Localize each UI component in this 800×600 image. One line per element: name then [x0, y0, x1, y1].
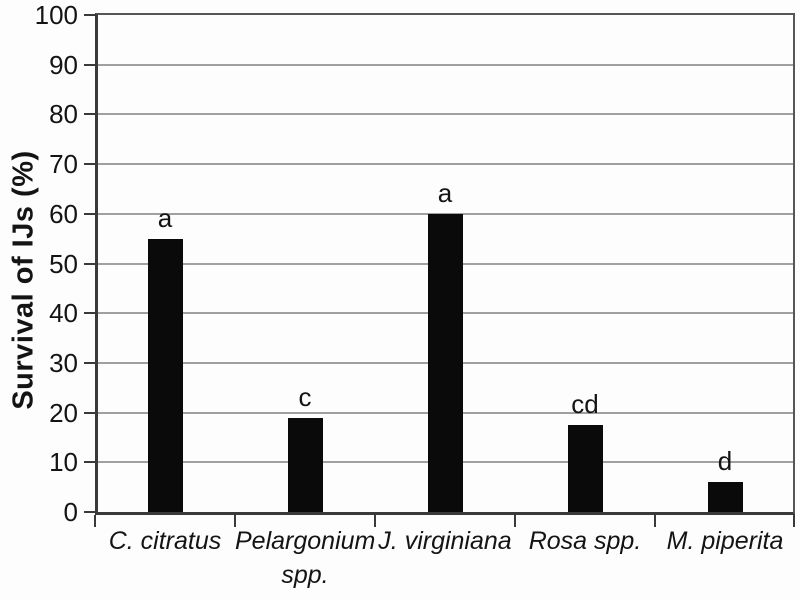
bar-significance-letter: c: [298, 381, 312, 412]
bar-significance-letter: a: [437, 177, 453, 208]
y-axis-tick-label: 100: [34, 0, 78, 30]
y-axis-tick: [84, 63, 95, 66]
y-axis-tick-label: 50: [49, 248, 78, 279]
y-axis-tick: [84, 361, 95, 364]
y-axis-tick-label: 40: [49, 298, 78, 329]
x-axis-tick: [374, 515, 376, 527]
bar-significance-letter: d: [717, 446, 733, 477]
y-axis-tick: [84, 461, 95, 464]
x-axis-tick: [793, 515, 795, 527]
y-axis-tick-label: 80: [49, 99, 78, 130]
bar-significance-letter: cd: [571, 389, 599, 420]
y-axis-tick: [84, 14, 95, 16]
x-category-label: J. virginiana: [378, 527, 512, 555]
x-category-label: C. citratus: [108, 527, 222, 555]
y-axis-tick: [84, 312, 95, 315]
bar: [147, 238, 183, 512]
gridline: [98, 212, 793, 215]
x-axis-tick: [654, 515, 656, 527]
y-axis-tick: [84, 511, 95, 513]
y-axis-tick: [84, 262, 95, 265]
y-axis-tick-label: 20: [49, 397, 78, 428]
bar: [427, 213, 463, 512]
y-axis-tick: [84, 163, 95, 166]
bar: [707, 482, 743, 512]
y-axis-tick-label: 60: [49, 198, 78, 229]
x-axis-tick: [234, 515, 236, 527]
x-category-label: Pelargonium spp.: [235, 527, 376, 589]
plot-area: a c a cd d: [95, 13, 795, 515]
y-axis-tick: [84, 113, 95, 116]
x-category-label: Rosa spp.: [528, 527, 642, 555]
bar: [287, 417, 323, 512]
bar: [567, 425, 603, 512]
y-axis-tick: [84, 411, 95, 414]
y-axis-tick-label: 10: [49, 447, 78, 478]
y-axis-tick: [84, 212, 95, 215]
y-axis-tick-label: 30: [49, 347, 78, 378]
gridline: [98, 163, 793, 166]
x-axis-tick: [94, 515, 96, 527]
gridline: [98, 63, 793, 66]
gridline: [98, 113, 793, 116]
y-axis-tick-label: 0: [63, 497, 78, 527]
y-axis-tick-label: 70: [49, 149, 78, 180]
bar-significance-letter: a: [157, 202, 173, 233]
x-axis-tick: [514, 515, 516, 527]
x-category-label: M. piperita: [666, 527, 784, 555]
y-axis-tick-label: 90: [49, 49, 78, 80]
